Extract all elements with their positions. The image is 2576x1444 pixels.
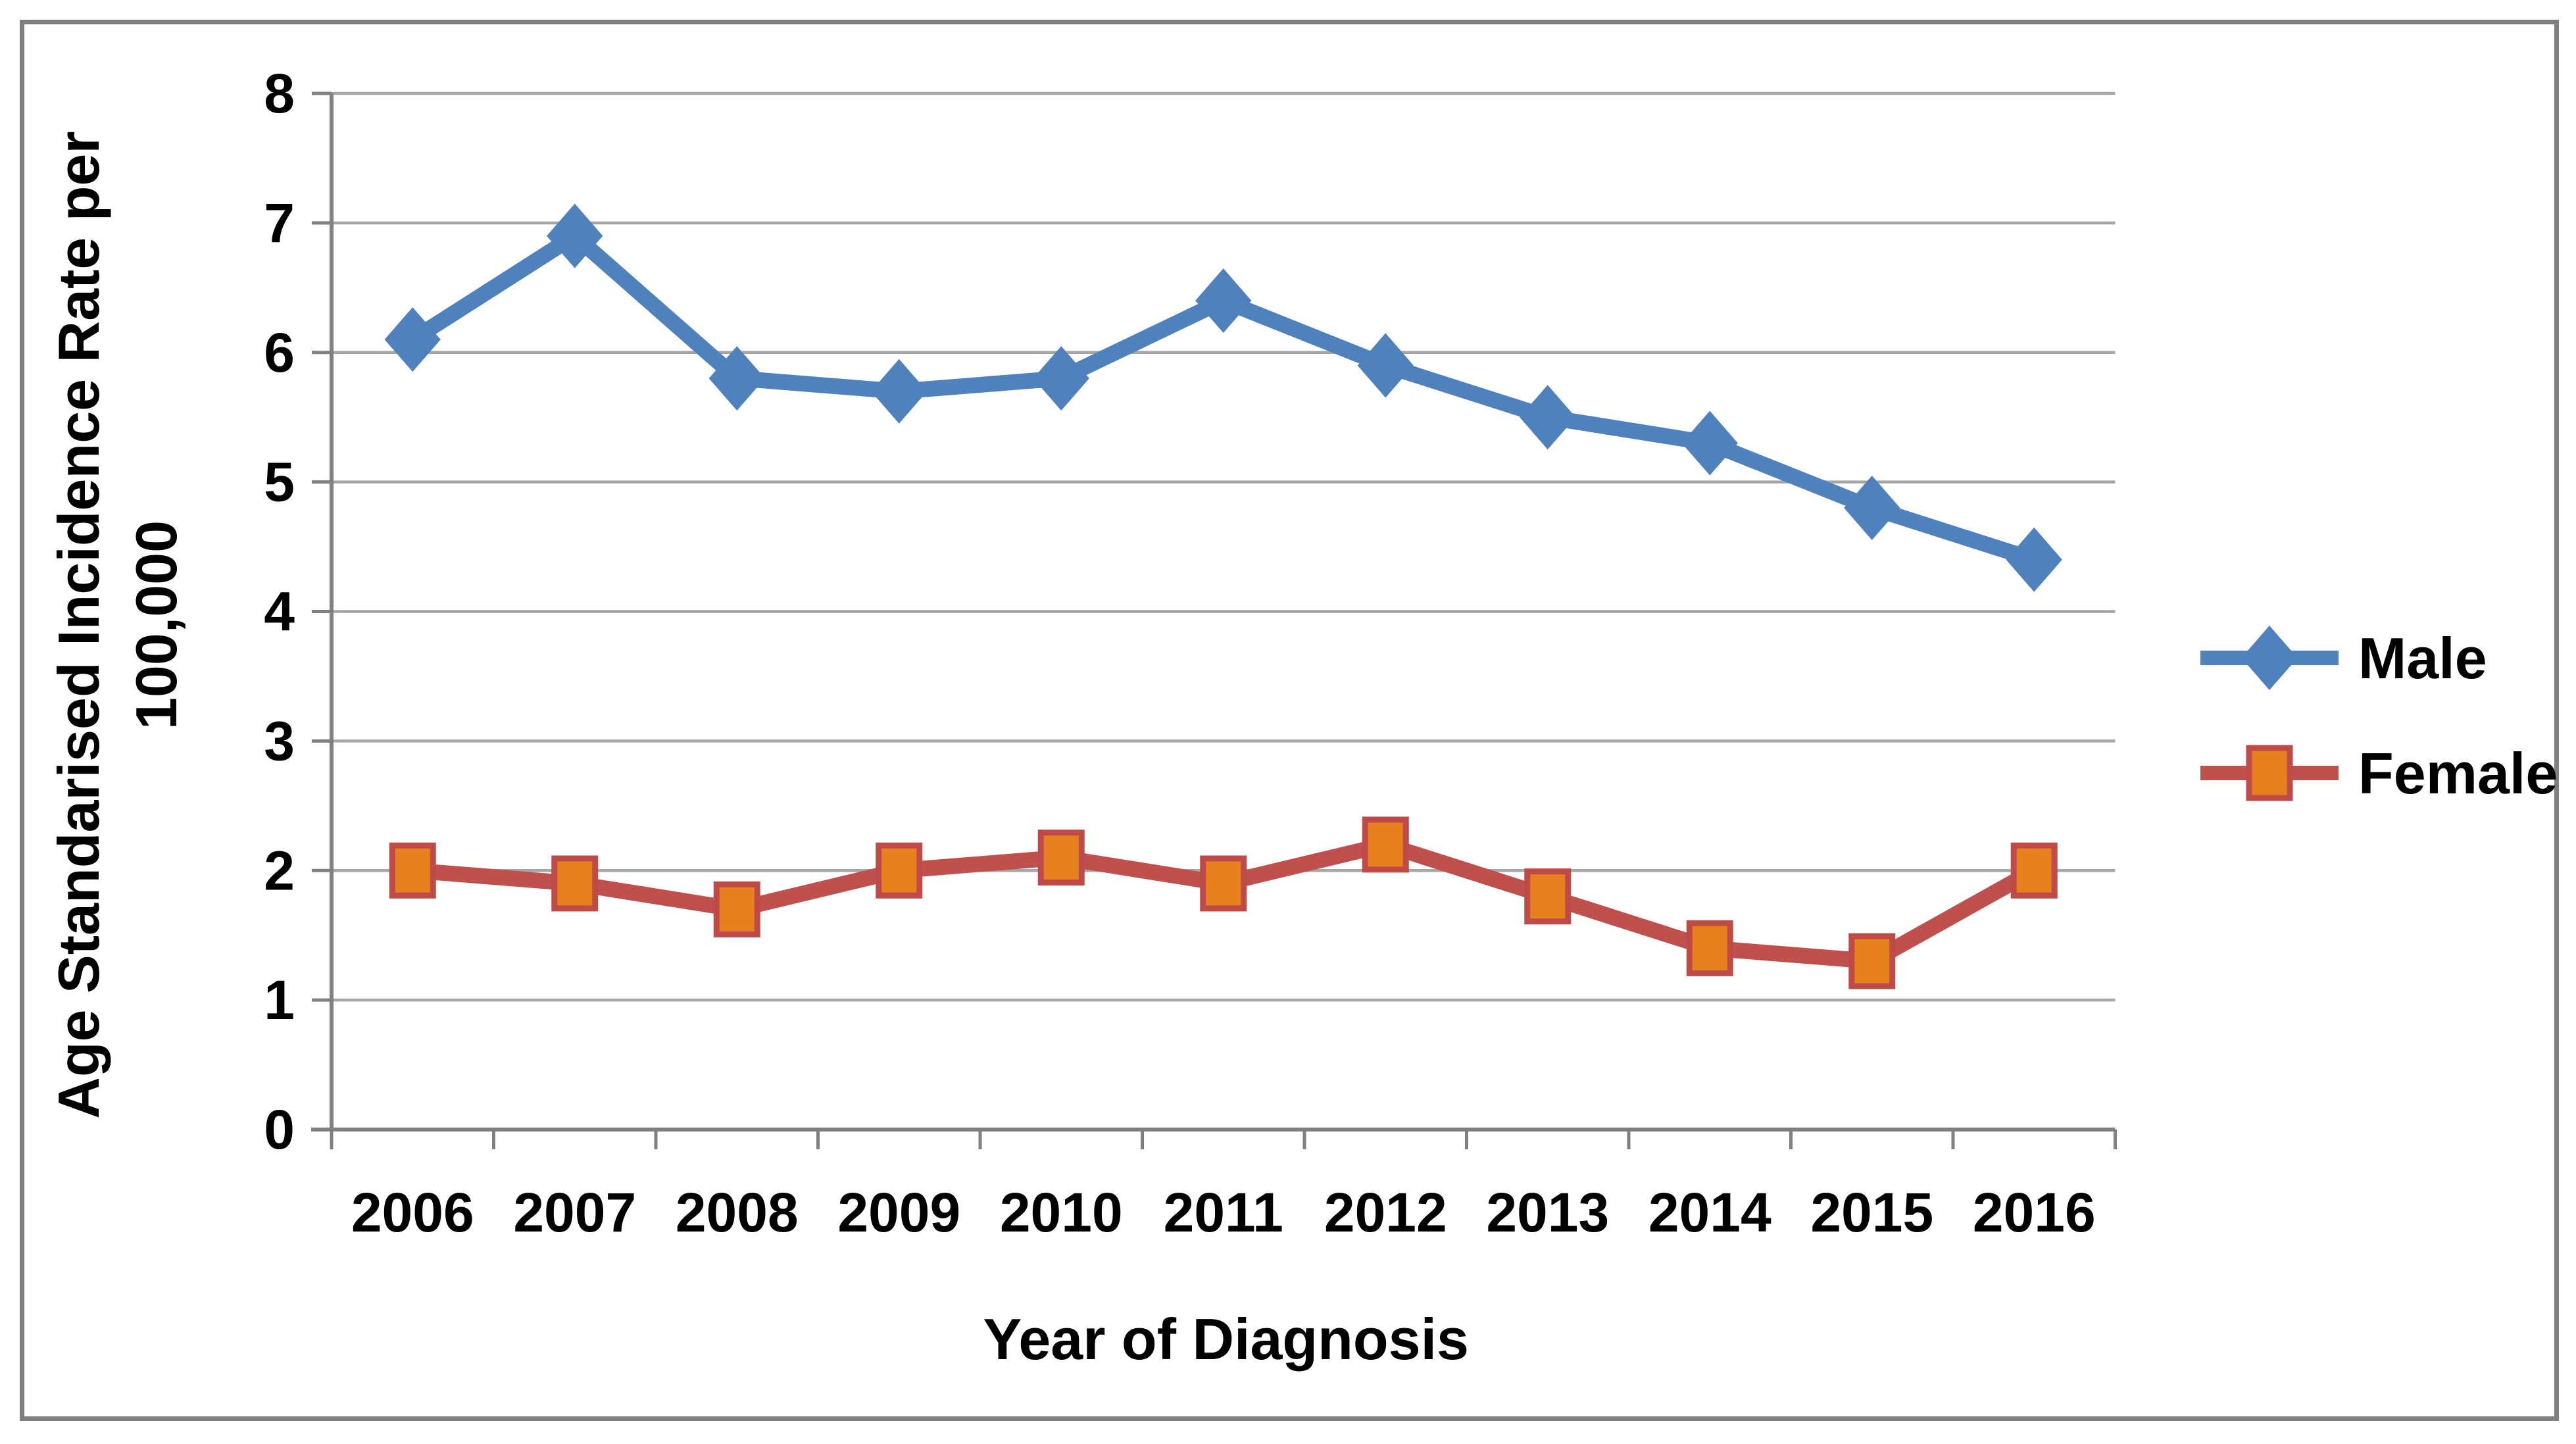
x-axis-title: Year of Diagnosis [983,1307,1469,1372]
female-marker [389,842,436,899]
y-tick-label: 6 [264,322,295,384]
y-tick-label: 7 [264,192,295,254]
female-marker [876,842,923,899]
female-marker [1524,868,1572,925]
axes [311,91,2117,1149]
x-tick-label: 2009 [837,1182,960,1243]
x-tick-label: 2008 [676,1182,799,1243]
legend: Male Female [2200,625,2558,806]
legend-item-male: Male [2200,625,2487,691]
x-tick-label: 2016 [1973,1182,2096,1243]
male-marker [384,307,441,372]
male-marker [1033,346,1089,411]
x-tick-label: 2010 [1000,1182,1123,1243]
y-axis-title-line1: Age Standarised Incidence Rate per [46,131,111,1118]
female-marker [1362,816,1409,873]
y-tick-label: 0 [264,1099,295,1160]
series-female [389,816,2058,989]
legend-female-marker-icon [2246,745,2293,801]
female-marker [1848,933,1896,989]
male-marker [547,203,603,268]
female-marker [551,855,599,912]
y-tick-label: 3 [264,710,295,772]
y-tick-label: 2 [264,839,295,901]
y-tick-label: 8 [264,62,295,124]
x-tick-labels: 2006 2007 2008 2009 2010 2011 2012 2013 2014 2015… [351,1182,2096,1243]
y-tick-labels: 0 1 2 3 4 5 6 7 8 [264,62,295,1160]
female-marker [713,881,760,937]
x-tick-label: 2006 [351,1182,474,1243]
gridlines [332,91,2116,1002]
y-axis-title-line2: 100,000 [124,520,189,730]
female-marker [1037,830,1085,886]
x-tick-label: 2015 [1810,1182,1933,1243]
legend-item-female: Female [2200,741,2558,806]
legend-male-label: Male [2358,626,2487,691]
male-marker [1357,333,1414,398]
female-marker [1686,920,1733,976]
x-tick-label: 2011 [1164,1182,1283,1243]
male-marker [1195,268,1252,334]
x-tick-label: 2013 [1486,1182,1609,1243]
x-tick-label: 2012 [1324,1182,1447,1243]
male-marker [1681,411,1738,476]
male-marker [2006,527,2062,592]
male-marker [871,359,928,424]
male-marker [1520,385,1576,450]
series-male [384,203,2062,592]
male-marker [1844,475,1900,541]
legend-male-marker-icon [2241,625,2298,691]
y-tick-label: 4 [264,581,295,643]
y-tick-label: 5 [264,451,295,513]
x-tick-label: 2007 [513,1182,636,1243]
x-tick-label: 2014 [1648,1182,1771,1243]
female-marker [2010,842,2058,899]
chart-frame [20,20,2559,1421]
male-marker [708,346,765,411]
female-marker [1200,855,1247,912]
y-tick-label: 1 [264,969,295,1031]
legend-female-label: Female [2358,741,2558,806]
